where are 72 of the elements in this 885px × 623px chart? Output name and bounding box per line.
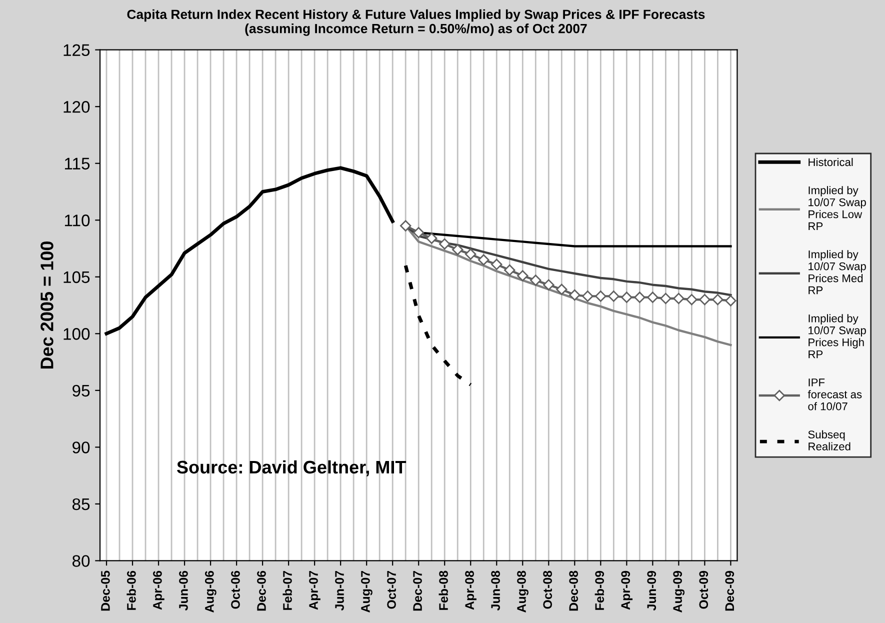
x-tick-label: Oct-08 xyxy=(543,570,552,609)
y-tick-label: 105 xyxy=(64,271,90,284)
point xyxy=(413,227,424,238)
point xyxy=(491,258,502,270)
point xyxy=(504,264,516,276)
point xyxy=(595,290,606,302)
x-tick-label: Dec-05 xyxy=(101,570,110,611)
y-tick-label: 95 xyxy=(72,384,90,397)
y-tick-label: 80 xyxy=(72,555,90,567)
point xyxy=(699,294,710,306)
y-tick-label: 90 xyxy=(72,442,90,454)
legend-label: Implied by 10/07 Swap Prices Low RP xyxy=(808,186,866,230)
x-tick-label: Feb-06 xyxy=(126,570,136,610)
x-tick-label: Apr-09 xyxy=(621,570,632,610)
point xyxy=(400,220,412,232)
x-tick-label: Jun-09 xyxy=(647,570,656,611)
point xyxy=(439,238,450,250)
point xyxy=(543,279,554,290)
x-tick-label: Jun-07 xyxy=(335,570,344,611)
y-tick-label: 115 xyxy=(64,158,90,170)
x-tick-label: Apr-08 xyxy=(465,570,476,610)
x-tick-label: Dec-08 xyxy=(569,570,578,611)
point xyxy=(478,254,490,266)
x-tick-label: Oct-07 xyxy=(387,570,396,609)
point xyxy=(608,290,620,302)
point xyxy=(686,294,698,306)
line-series xyxy=(404,264,472,386)
x-tick-label: Jun-08 xyxy=(491,570,500,611)
legend-label: IPF forecast as of 10/07 xyxy=(808,378,862,410)
x-tick-label: Feb-08 xyxy=(438,570,448,610)
point xyxy=(426,232,438,244)
y-tick-label: 110 xyxy=(64,214,90,226)
x-tick-label: Apr-06 xyxy=(153,570,164,610)
x-tick-label: Feb-09 xyxy=(594,570,604,610)
point xyxy=(517,270,528,282)
point xyxy=(452,244,464,256)
chart-title: Capita Return Index Recent History & Future Values Implied by Swap Prices & IPF Forecasts (assuming Incomce Return = 0.50%/mo) as of Oct 2007 xyxy=(127,9,705,36)
point xyxy=(582,290,594,302)
y-tick-label: 85 xyxy=(72,498,90,510)
y-tick-label: 125 xyxy=(64,44,90,56)
point xyxy=(712,294,724,306)
annotation: Source: David Geltner, MIT xyxy=(176,460,406,476)
x-tick-label: Dec-06 xyxy=(257,570,266,611)
y-axis-title: Dec 2005 = 100 xyxy=(40,242,54,369)
point xyxy=(621,292,632,303)
point xyxy=(634,292,646,303)
point xyxy=(556,284,568,295)
point xyxy=(465,248,476,260)
x-tick-label: Aug-09 xyxy=(673,570,685,612)
point xyxy=(660,292,672,304)
point xyxy=(725,295,736,306)
x-tick-label: Aug-06 xyxy=(204,570,216,612)
x-tick-label: Oct-09 xyxy=(699,570,708,609)
y-tick-label: 100 xyxy=(64,328,90,340)
x-tick-label: Dec-07 xyxy=(413,570,422,611)
line-series xyxy=(104,166,394,336)
legend-label: Implied by 10/07 Swap Prices Med RP xyxy=(808,250,866,294)
point xyxy=(647,292,658,303)
x-tick-label: Feb-07 xyxy=(282,570,292,610)
x-tick-label: Oct-06 xyxy=(231,570,240,609)
point xyxy=(530,274,542,286)
x-tick-label: Jun-06 xyxy=(179,570,188,611)
legend-label: Subseq Realized xyxy=(808,430,850,450)
y-tick-label: 120 xyxy=(64,101,90,113)
x-tick-label: Aug-07 xyxy=(361,570,372,612)
point xyxy=(569,289,580,301)
x-tick-label: Apr-07 xyxy=(309,570,320,610)
x-tick-label: Aug-08 xyxy=(517,570,528,612)
x-tick-label: Dec-09 xyxy=(725,570,734,611)
legend-label: Historical xyxy=(808,158,853,166)
point xyxy=(673,292,684,304)
legend-label: Implied by 10/07 Swap Prices High RP xyxy=(808,314,866,358)
